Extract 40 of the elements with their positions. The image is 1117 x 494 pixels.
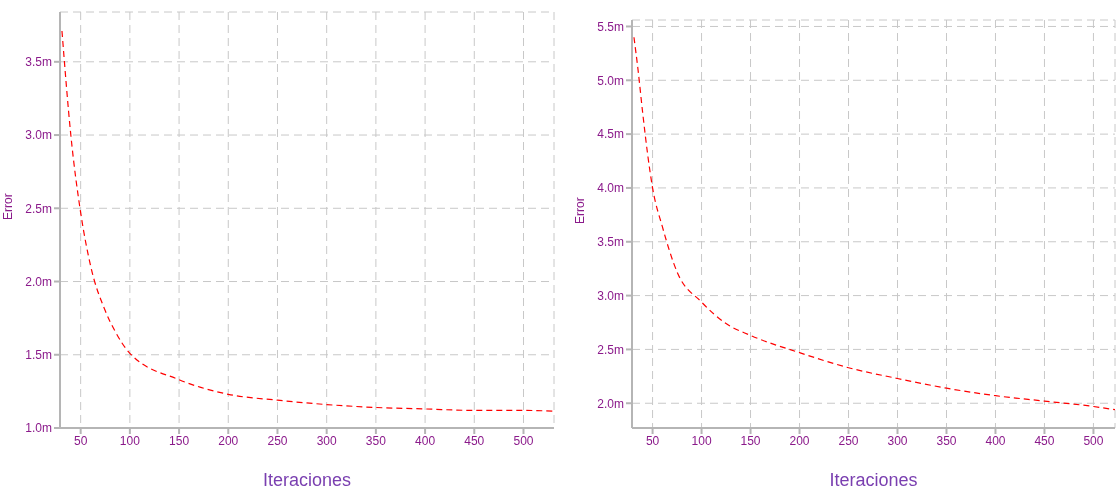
y-tick-label: 5.0m xyxy=(597,73,624,88)
x-tick-label: 150 xyxy=(740,433,761,448)
x-tick-label: 250 xyxy=(267,433,288,448)
y-tick-label: 5.5m xyxy=(597,19,624,34)
x-tick-label: 400 xyxy=(415,433,436,448)
x-tick-label: 500 xyxy=(1083,433,1104,448)
line-series xyxy=(633,36,1115,411)
y-tick-label: 1.5m xyxy=(25,348,52,363)
y-tick-label: 4.5m xyxy=(597,127,624,142)
x-tick-label: 300 xyxy=(887,433,908,448)
x-tick-label: 500 xyxy=(513,433,534,448)
x-tick-label: 350 xyxy=(365,433,387,448)
x-tick-label: 200 xyxy=(218,433,239,448)
x-axis-title: Iteraciones xyxy=(829,470,918,490)
y-tick-label: 1.0m xyxy=(25,421,52,436)
x-axis-title: Iteraciones xyxy=(262,470,352,490)
y-tick-label: 3.0m xyxy=(597,288,624,303)
y-axis-title: Error xyxy=(1,193,16,220)
x-tick-label: 250 xyxy=(838,433,859,448)
x-tick-label: 300 xyxy=(316,433,338,448)
x-tick-label: 50 xyxy=(73,433,88,448)
x-tick-label: 50 xyxy=(645,433,660,448)
line-series xyxy=(61,30,554,412)
y-tick-label: 2.5m xyxy=(25,201,52,216)
y-tick-label: 2.0m xyxy=(25,274,52,289)
x-tick-label: 350 xyxy=(936,433,957,448)
x-tick-label: 450 xyxy=(1034,433,1055,448)
y-tick-label: 2.0m xyxy=(597,396,624,411)
x-tick-label: 400 xyxy=(985,433,1006,448)
y-tick-label: 3.5m xyxy=(597,235,624,250)
y-tick-label: 4.0m xyxy=(597,181,624,196)
x-tick-label: 100 xyxy=(119,433,141,448)
y-axis-title: Error xyxy=(573,197,588,224)
x-tick-label: 150 xyxy=(169,433,190,448)
x-tick-label: 450 xyxy=(464,433,485,448)
y-tick-label: 2.5m xyxy=(597,342,624,357)
y-tick-label: 3.0m xyxy=(25,128,52,143)
x-tick-label: 100 xyxy=(691,433,712,448)
x-tick-label: 200 xyxy=(789,433,810,448)
y-tick-label: 3.5m xyxy=(25,55,52,70)
